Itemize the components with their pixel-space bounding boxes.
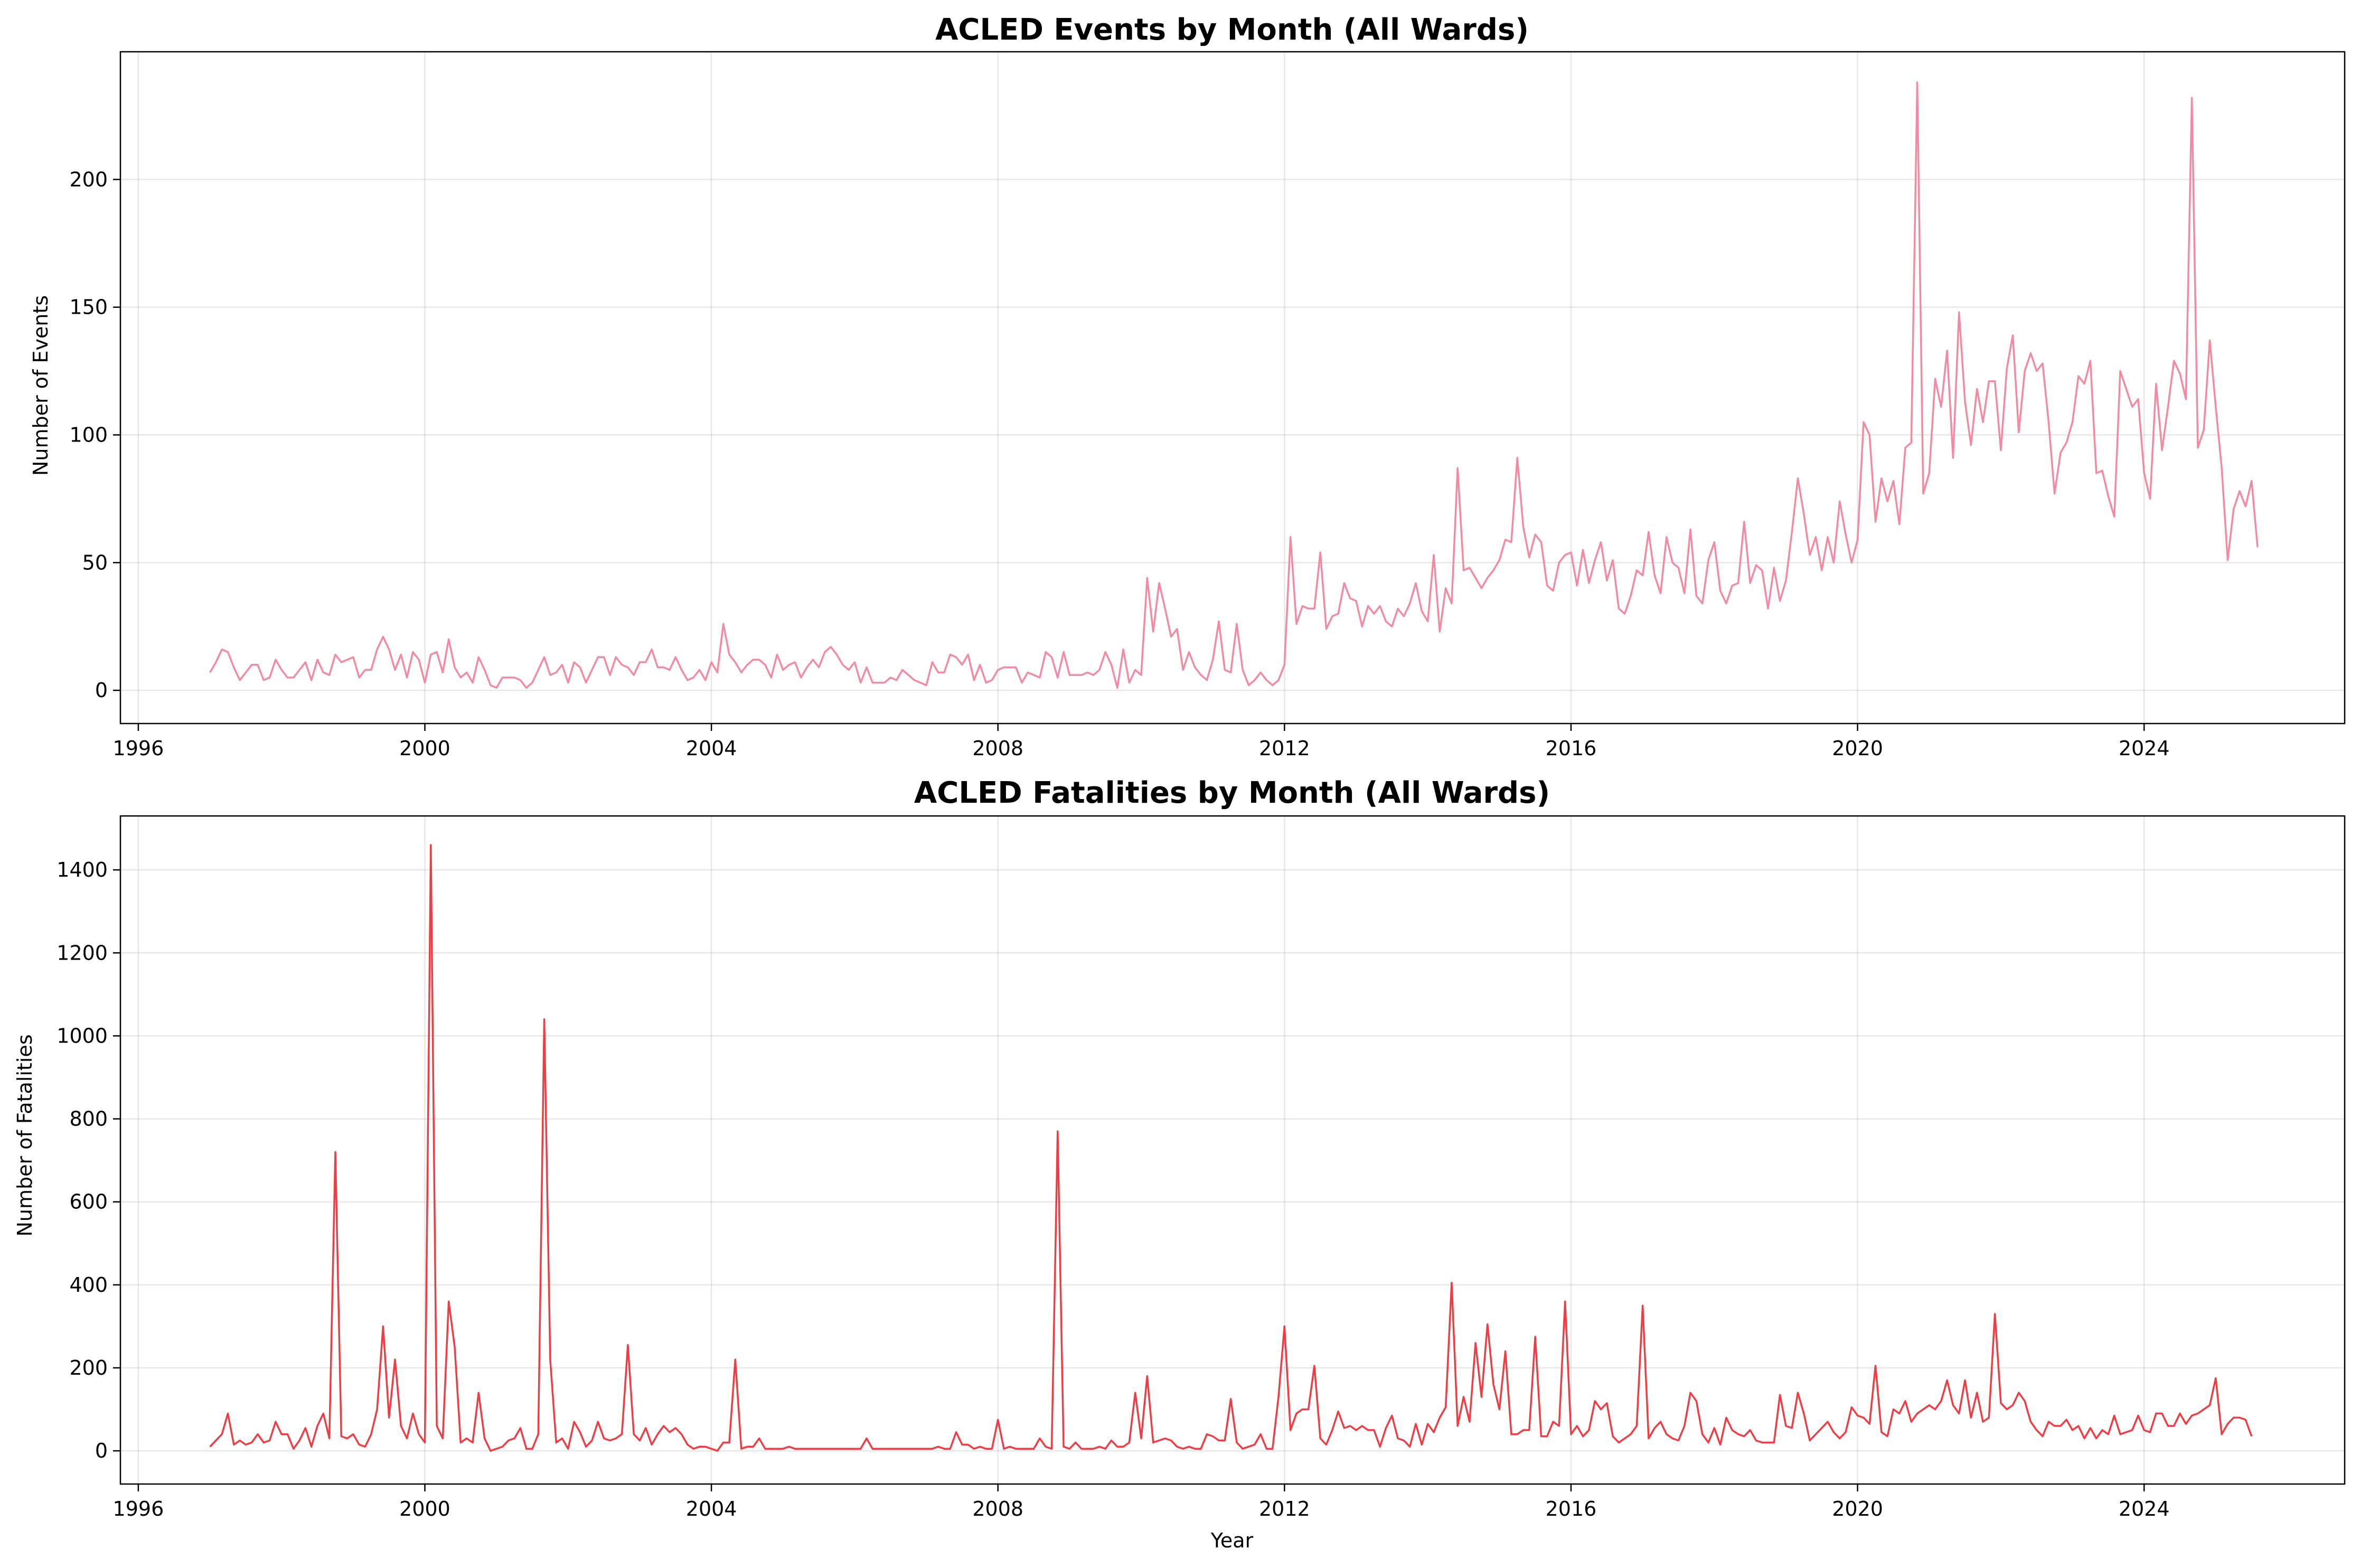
chart-fatalities-xtick-label: 2024: [2119, 1497, 2170, 1520]
chart-fatalities-ytick-label: 800: [69, 1107, 108, 1131]
chart-fatalities-xticks: 1996 2000 2004 2008 2012 2016 2020 2024: [113, 1484, 2170, 1520]
chart-events-xtick-label: 2016: [1546, 737, 1597, 760]
chart-fatalities-series-line: [209, 844, 2253, 1452]
chart-events-yticks: 0 50 100 150 200: [69, 168, 120, 702]
chart-fatalities-ytick-label: 600: [69, 1190, 108, 1214]
chart-events-ytick-label: 200: [69, 168, 108, 191]
chart-events-grid: [120, 52, 2345, 724]
chart-events-xticks: 1996 2000 2004 2008 2012 2016 2020 2024: [113, 724, 2170, 760]
chart-events-title: ACLED Events by Month (All Wards): [935, 13, 1529, 47]
chart-events-ylabel: Number of Events: [29, 295, 52, 476]
chart-events-xtick-label: 2000: [399, 737, 450, 760]
chart-events-xtick-label: 1996: [113, 737, 164, 760]
chart-fatalities-ylabel: Number of Fatalities: [13, 1034, 36, 1236]
chart-events-xtick-label: 2024: [2119, 737, 2170, 760]
chart-events-ytick-label: 0: [95, 679, 108, 702]
chart-fatalities-xtick-label: 2000: [399, 1497, 450, 1520]
chart-events-xtick-label: 2004: [686, 737, 737, 760]
chart-events-series-line: [209, 81, 2259, 689]
chart-fatalities-xtick-label: 2016: [1546, 1497, 1597, 1520]
chart-fatalities-xtick-label: 2004: [686, 1497, 737, 1520]
chart-fatalities-xtick-label: 2012: [1259, 1497, 1310, 1520]
chart-fatalities-xtick-label: 2020: [1832, 1497, 1883, 1520]
chart-fatalities-xlabel: Year: [1210, 1529, 1254, 1552]
chart-fatalities-ytick-label: 200: [69, 1356, 108, 1379]
chart-events-ytick-label: 50: [82, 551, 108, 574]
chart-fatalities-xtick-label: 1996: [113, 1497, 164, 1520]
chart-fatalities-ytick-label: 400: [69, 1273, 108, 1297]
chart-fatalities-ytick-label: 0: [95, 1439, 108, 1462]
chart-fatalities-ytick-label: 1000: [57, 1024, 108, 1047]
chart-events-frame: [119, 51, 2346, 725]
chart-fatalities: ACLED Fatalities by Month (All Wards) 19…: [13, 776, 2346, 1552]
chart-fatalities-frame: [119, 815, 2346, 1485]
chart-events-xtick-label: 2012: [1259, 737, 1310, 760]
chart-fatalities-ytick-label: 1200: [57, 941, 108, 964]
chart-events: ACLED Events by Month (All Wards) 1996 20…: [29, 13, 2346, 760]
chart-fatalities-yticks: 0 200 400 600 800 1000 1200 1400: [57, 858, 120, 1462]
chart-events-xtick-label: 2020: [1832, 737, 1883, 760]
chart-fatalities-xtick-label: 2008: [972, 1497, 1023, 1520]
chart-fatalities-ytick-label: 1400: [57, 858, 108, 881]
chart-fatalities-grid: [120, 816, 2345, 1484]
chart-events-xtick-label: 2008: [972, 737, 1023, 760]
chart-events-ytick-label: 150: [69, 296, 108, 319]
chart-fatalities-title: ACLED Fatalities by Month (All Wards): [914, 776, 1550, 810]
chart-events-ytick-label: 100: [69, 423, 108, 446]
